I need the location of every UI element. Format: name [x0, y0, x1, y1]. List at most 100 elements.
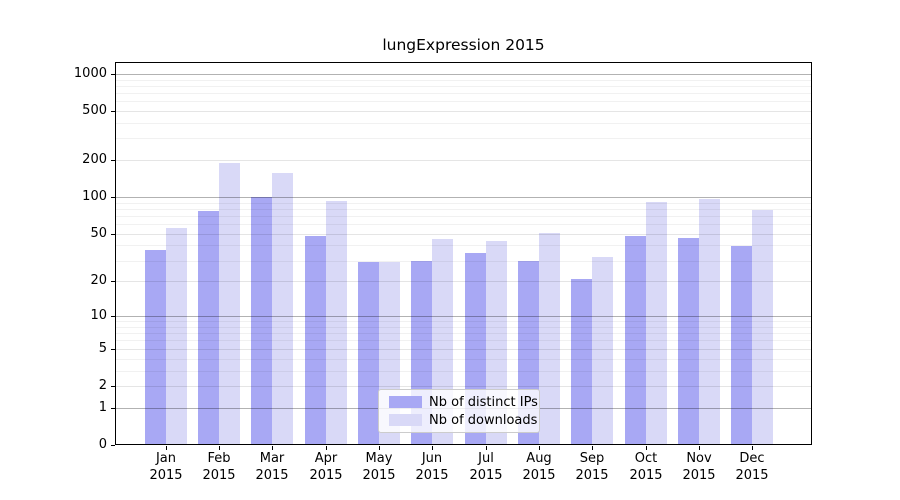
y-tick-label-0: 0 — [98, 437, 107, 452]
x-tick-label-jan: Jan 2015 — [149, 451, 183, 483]
y-tick-label-10: 10 — [90, 308, 107, 323]
gridline-4 — [116, 359, 811, 360]
y-tick-50 — [111, 234, 115, 235]
y-tick-label-1: 1 — [98, 400, 107, 415]
gridline-900 — [116, 80, 811, 81]
x-tick-feb — [219, 446, 220, 450]
legend: Nb of distinct IPs Nb of downloads — [378, 389, 540, 433]
bar-dec-downloads — [752, 210, 773, 445]
y-tick-1000 — [111, 74, 115, 75]
y-tick-200 — [111, 160, 115, 161]
bar-aug-downloads — [539, 232, 560, 445]
gridline-500 — [116, 111, 811, 112]
x-tick-jun — [432, 446, 433, 450]
gridline-300 — [116, 138, 811, 139]
x-tick-apr — [326, 446, 327, 450]
gridline-50 — [116, 234, 811, 235]
x-tick-jul — [486, 446, 487, 450]
gridline-70 — [116, 216, 811, 217]
x-tick-jan — [166, 446, 167, 450]
x-tick-label-jul: Jul 2015 — [469, 451, 503, 483]
gridline-20 — [116, 281, 811, 282]
y-tick-20 — [111, 281, 115, 282]
y-tick-10 — [111, 316, 115, 317]
bar-nov-distinct-ips — [678, 238, 699, 445]
legend-label-downloads: Nb of downloads — [429, 412, 538, 428]
bar-jan-distinct-ips — [145, 249, 166, 445]
bar-oct-downloads — [646, 201, 667, 445]
y-tick-label-50: 50 — [90, 226, 107, 241]
y-tick-label-5: 5 — [98, 341, 107, 356]
gridline-30 — [116, 261, 811, 262]
x-tick-label-feb: Feb 2015 — [202, 451, 236, 483]
gridline-40 — [116, 245, 811, 246]
gridline-800 — [116, 86, 811, 87]
bar-nov-downloads — [699, 199, 720, 445]
y-tick-label-200: 200 — [82, 152, 107, 167]
gridline-60 — [116, 224, 811, 225]
gridline-90 — [116, 203, 811, 204]
bar-apr-downloads — [326, 200, 347, 445]
bar-jan-downloads — [166, 227, 187, 445]
y-tick-label-20: 20 — [90, 273, 107, 288]
x-tick-dec — [752, 446, 753, 450]
x-tick-label-sep: Sep 2015 — [575, 451, 609, 483]
gridline-700 — [116, 93, 811, 94]
y-tick-100 — [111, 197, 115, 198]
y-tick-label-500: 500 — [82, 103, 107, 118]
x-tick-aug — [539, 446, 540, 450]
gridline-200 — [116, 160, 811, 161]
gridline-7 — [116, 333, 811, 334]
gridline-80 — [116, 209, 811, 210]
y-tick-label-1000: 1000 — [73, 66, 107, 81]
x-tick-label-may: May 2015 — [362, 451, 396, 483]
x-tick-label-oct: Oct 2015 — [629, 451, 663, 483]
legend-swatch-downloads-icon — [389, 414, 422, 426]
bar-dec-distinct-ips — [731, 245, 752, 445]
gridline-100 — [116, 197, 811, 198]
bar-oct-distinct-ips — [625, 235, 646, 445]
legend-row-downloads: Nb of downloads — [389, 413, 537, 428]
gridline-10 — [116, 316, 811, 317]
bar-apr-distinct-ips — [305, 235, 326, 445]
bar-mar-distinct-ips — [251, 197, 272, 445]
y-tick-5 — [111, 349, 115, 350]
x-tick-label-jun: Jun 2015 — [415, 451, 449, 483]
y-tick-1 — [111, 408, 115, 409]
y-tick-0 — [111, 445, 115, 446]
x-tick-sep — [592, 446, 593, 450]
x-tick-label-aug: Aug 2015 — [522, 451, 556, 483]
x-tick-label-mar: Mar 2015 — [255, 451, 289, 483]
gridline-3 — [116, 371, 811, 372]
bar-feb-distinct-ips — [198, 210, 219, 445]
y-tick-500 — [111, 111, 115, 112]
gridline-9 — [116, 321, 811, 322]
legend-swatch-distinct-ips-icon — [389, 396, 422, 408]
x-tick-nov — [699, 446, 700, 450]
bar-mar-downloads — [272, 172, 293, 445]
gridline-8 — [116, 327, 811, 328]
gridline-6 — [116, 340, 811, 341]
bar-may-distinct-ips — [358, 262, 379, 445]
x-tick-may — [379, 446, 380, 450]
y-tick-label-2: 2 — [98, 378, 107, 393]
x-tick-label-dec: Dec 2015 — [735, 451, 769, 483]
legend-label-distinct-ips: Nb of distinct IPs — [429, 394, 538, 410]
bar-sep-downloads — [592, 257, 613, 445]
bar-sep-distinct-ips — [571, 278, 592, 445]
y-tick-label-100: 100 — [82, 189, 107, 204]
gridline-1000 — [116, 74, 811, 75]
gridline-600 — [116, 101, 811, 102]
legend-row-distinct-ips: Nb of distinct IPs — [389, 395, 538, 410]
gridline-400 — [116, 123, 811, 124]
x-tick-oct — [646, 446, 647, 450]
x-tick-mar — [272, 446, 273, 450]
x-tick-label-apr: Apr 2015 — [309, 451, 343, 483]
bar-feb-downloads — [219, 162, 240, 445]
gridline-5 — [116, 349, 811, 350]
gridline-2 — [116, 386, 811, 387]
x-tick-label-nov: Nov 2015 — [682, 451, 716, 483]
chart-title: lungExpression 2015 — [382, 36, 545, 54]
y-tick-2 — [111, 386, 115, 387]
